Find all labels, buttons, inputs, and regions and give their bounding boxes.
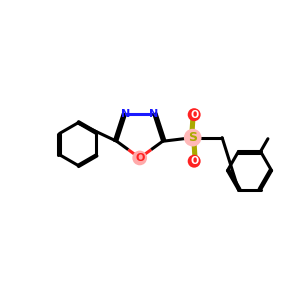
Text: O: O (190, 156, 198, 166)
Text: N: N (149, 109, 158, 119)
Text: O: O (190, 110, 198, 120)
Text: O: O (190, 156, 199, 166)
Text: N: N (121, 109, 130, 119)
Text: O: O (190, 110, 199, 120)
Circle shape (132, 151, 147, 165)
Circle shape (188, 155, 201, 168)
Text: S: S (188, 131, 197, 144)
Ellipse shape (184, 129, 202, 146)
Circle shape (188, 108, 201, 121)
Text: O: O (135, 153, 144, 163)
